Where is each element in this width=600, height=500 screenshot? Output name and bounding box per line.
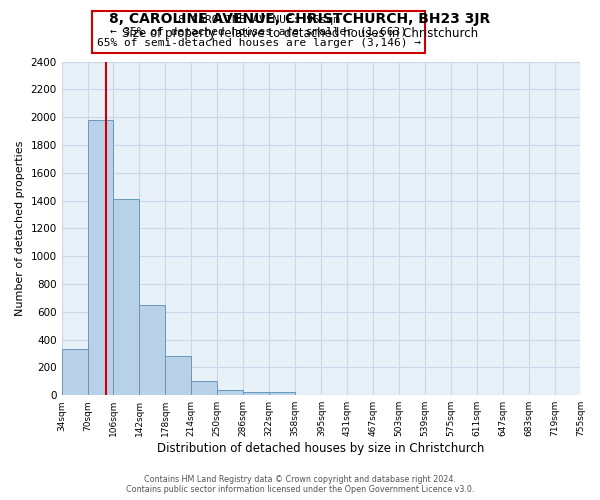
Bar <box>217 390 243 395</box>
Text: Size of property relative to detached houses in Christchurch: Size of property relative to detached ho… <box>122 28 478 40</box>
Text: 8 CAROLINE AVENUE: 95sqm
← 35% of detached houses are smaller (1,663)
65% of sem: 8 CAROLINE AVENUE: 95sqm ← 35% of detach… <box>97 15 421 48</box>
Bar <box>165 356 191 395</box>
Text: 8, CAROLINE AVENUE, CHRISTCHURCH, BH23 3JR: 8, CAROLINE AVENUE, CHRISTCHURCH, BH23 3… <box>109 12 491 26</box>
Bar <box>243 392 269 395</box>
Bar <box>191 380 217 395</box>
Bar <box>113 199 139 395</box>
Text: Contains HM Land Registry data © Crown copyright and database right 2024.
Contai: Contains HM Land Registry data © Crown c… <box>126 474 474 494</box>
X-axis label: Distribution of detached houses by size in Christchurch: Distribution of detached houses by size … <box>157 442 485 455</box>
Bar <box>139 305 165 395</box>
Bar <box>62 350 88 395</box>
Bar <box>269 392 295 395</box>
Bar <box>88 120 113 395</box>
Y-axis label: Number of detached properties: Number of detached properties <box>15 140 25 316</box>
